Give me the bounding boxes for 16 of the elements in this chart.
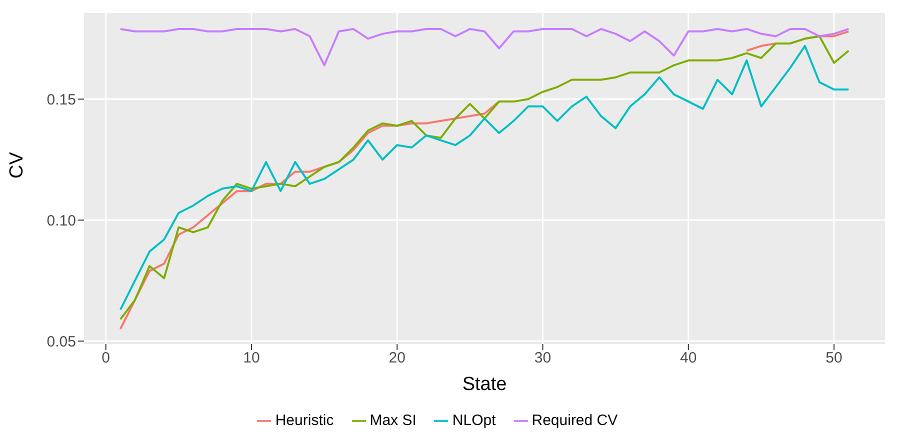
legend-label: Heuristic [275, 412, 334, 429]
y-tick-label: 0.15 [46, 91, 76, 108]
legend-label: NLOpt [452, 412, 496, 429]
y-tick-label: 0.10 [46, 212, 76, 230]
x-tick-label: 20 [388, 350, 406, 367]
x-tick-label: 50 [826, 350, 842, 367]
y-axis-title: CV [6, 152, 28, 178]
x-tick-label: 0 [102, 350, 110, 367]
x-axis-title: State [462, 374, 507, 395]
line-series [119, 28, 850, 66]
x-tick-label: 40 [680, 350, 697, 367]
legend-label: Max SI [370, 412, 416, 429]
x-tick-label: 10 [243, 350, 260, 367]
x-tick-label: 30 [534, 350, 552, 367]
y-tick-label: 0.05 [46, 333, 76, 350]
legend-label: Required CV [532, 412, 618, 429]
